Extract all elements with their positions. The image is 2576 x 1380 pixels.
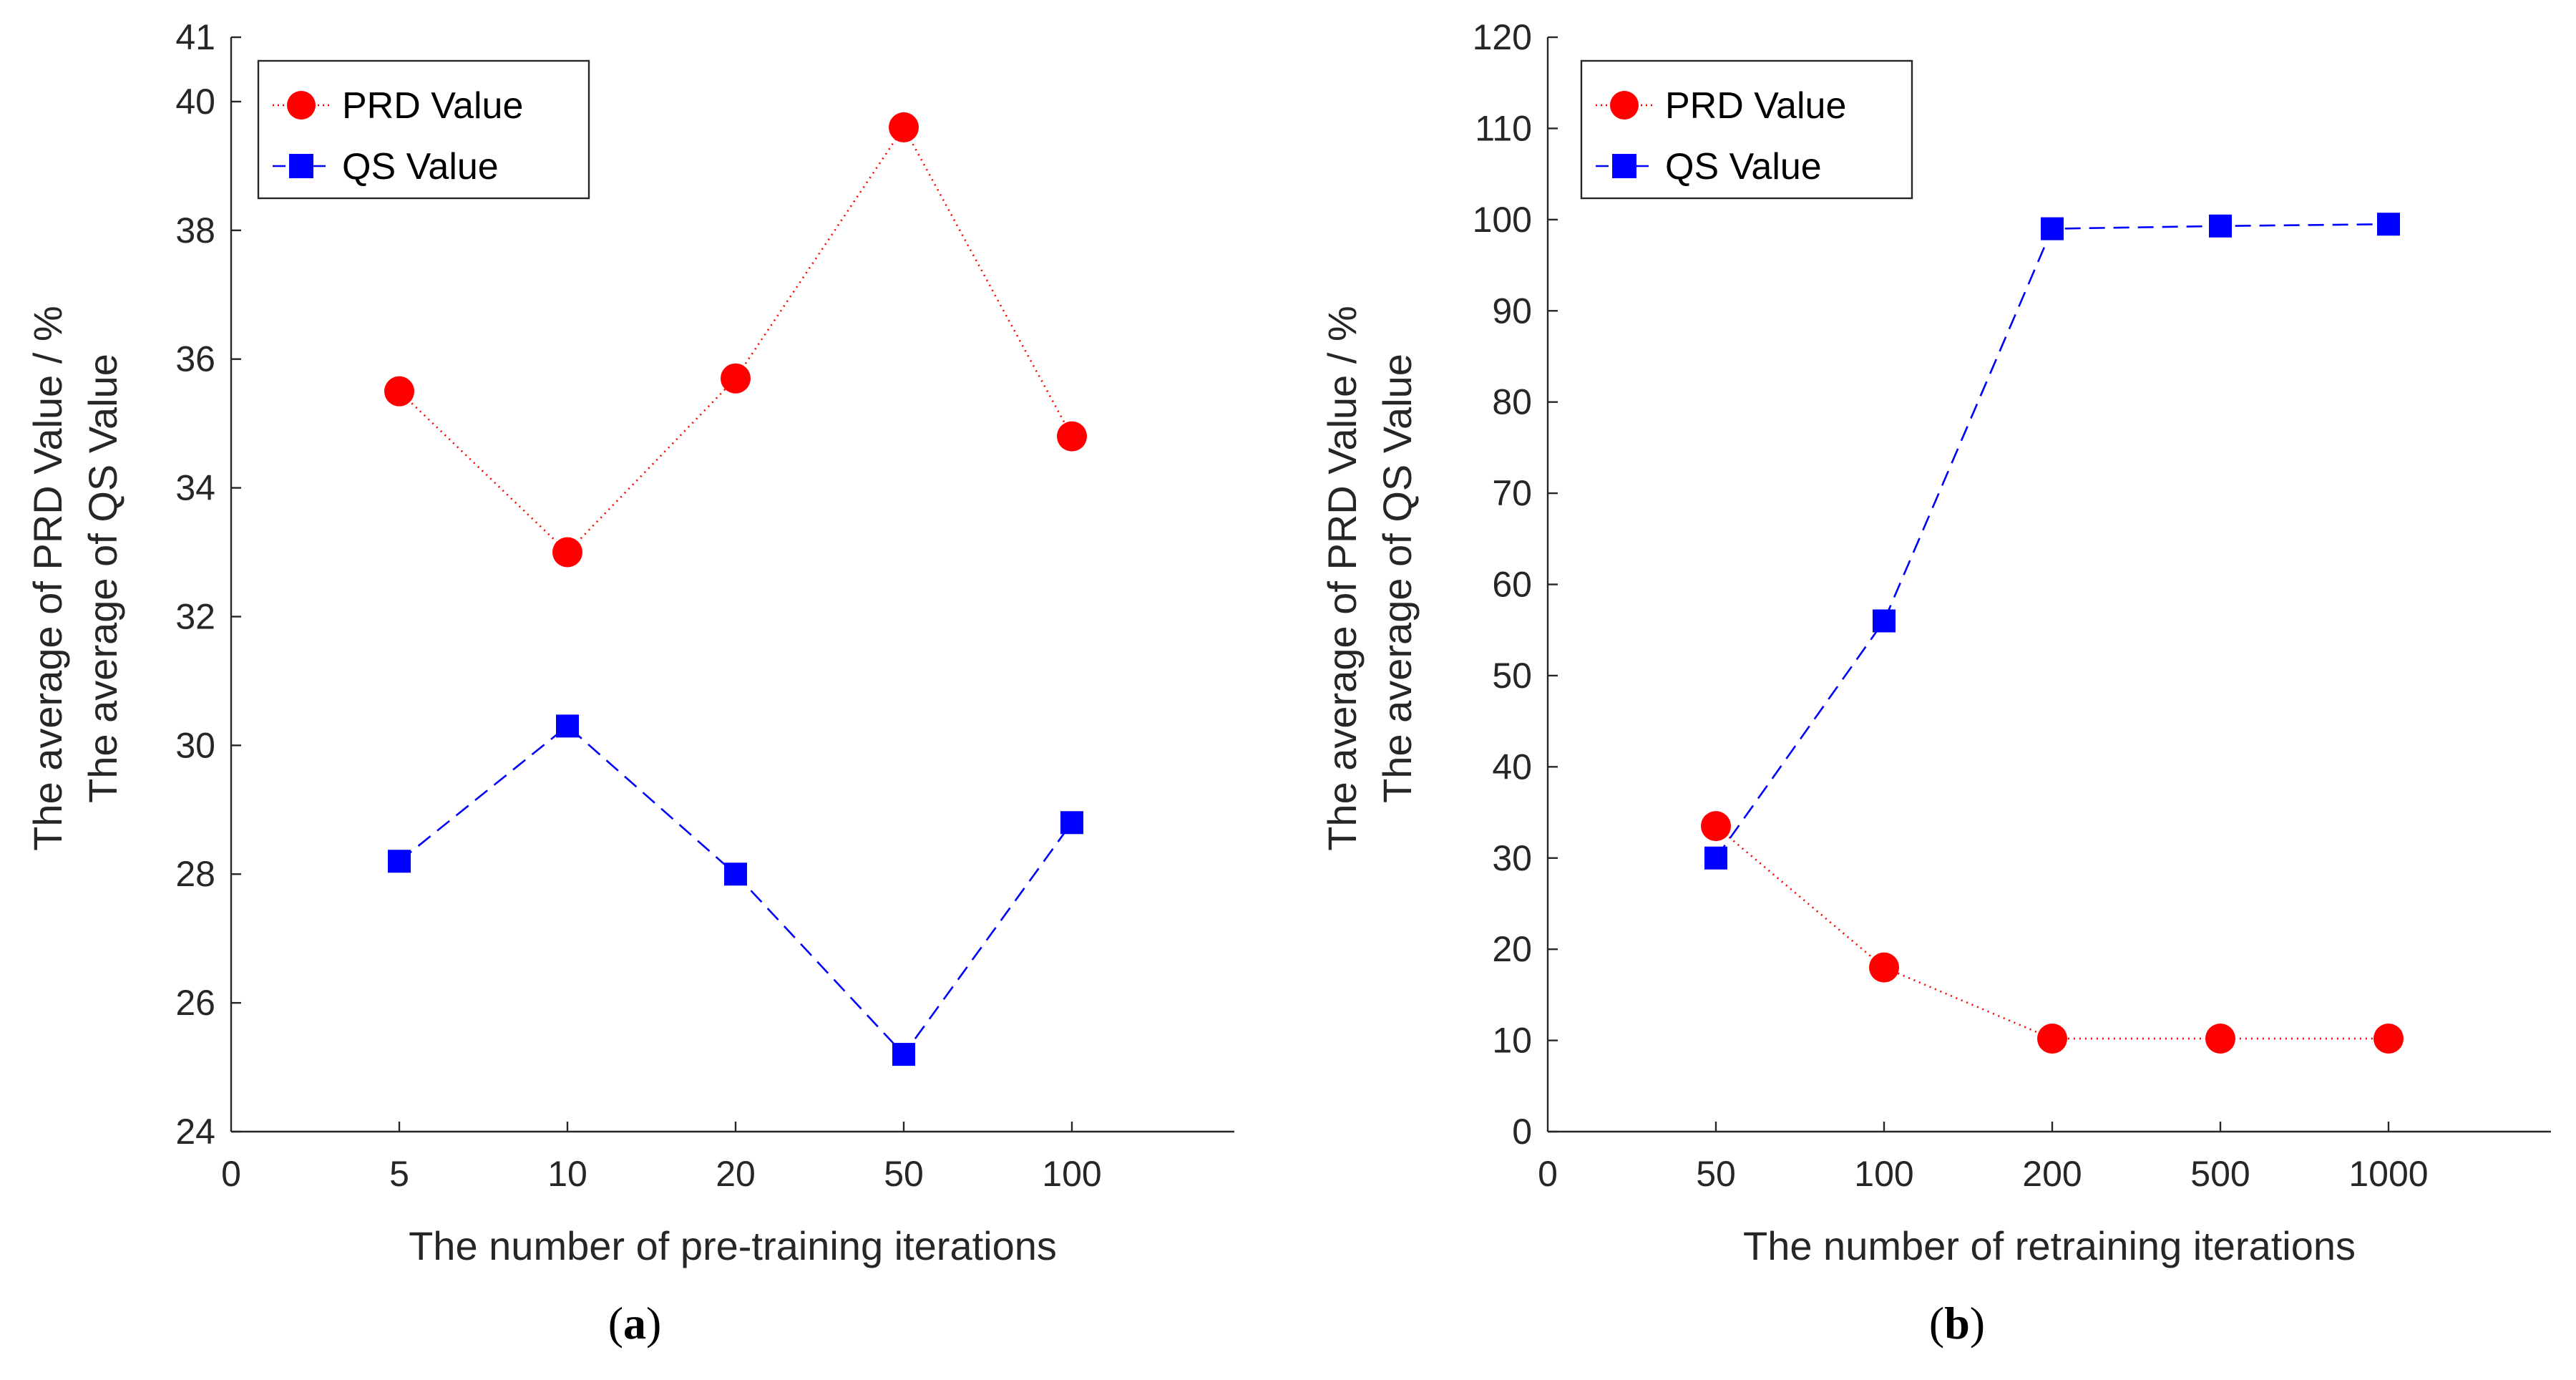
panel-b-qs-point [2377, 213, 2400, 236]
panel-b-legend-prd-marker [1610, 91, 1639, 120]
panel-b-series-lines [1714, 223, 2389, 1040]
panel-b-y-axis-title-qs: The average of QS Value [1375, 354, 1420, 803]
panel-a-qs-point [1060, 811, 1083, 835]
panel-a-prd-point [552, 537, 582, 568]
panel-b-y-axis: 0 10 20 30 40 50 60 70 80 90 100 110 120 [1473, 17, 1558, 1152]
panel-a-series-markers [384, 112, 1087, 1066]
panel-b-series-markers [1701, 213, 2404, 1054]
panel-a-legend-prd-marker [287, 91, 316, 120]
panel-b-x-tick-label: 200 [2022, 1154, 2082, 1194]
panel-b-y-tick-label: 110 [1475, 108, 1532, 148]
panel-a-y-tick-label: 36 [175, 339, 215, 379]
panel-a-x-tick-label: 100 [1042, 1154, 1101, 1194]
panel-a-qs-point [556, 714, 579, 738]
panel-a-prd-line [399, 125, 1073, 554]
panel-b-chart: 0 10 20 30 40 50 60 70 80 90 100 110 120 0 50 100 200 50… [1319, 17, 2551, 1349]
panel-b-y-tick-label: 80 [1492, 382, 1532, 422]
panel-a-x-tick-label: 5 [389, 1154, 409, 1194]
panel-a-y-tick-label: 32 [175, 596, 215, 636]
panel-b-y-tick-label: 50 [1492, 656, 1532, 696]
panel-b-qs-line [1714, 223, 2389, 859]
panel-b-qs-point [2041, 217, 2064, 240]
panel-b-qs-point [1873, 609, 1896, 633]
panel-a-qs-line [399, 724, 1073, 1056]
panel-a-series-lines [399, 125, 1073, 1056]
panel-b-prd-point [2037, 1024, 2067, 1054]
panel-a-y-tick-label: 30 [175, 725, 215, 765]
panel-a-legend: PRD Value QS Value [257, 59, 590, 200]
panel-b-x-axis-title: The number of retraining iterations [1743, 1223, 2356, 1268]
panel-a-prd-point [384, 376, 414, 407]
panel-a-qs-point [388, 850, 411, 873]
panel-b-y-tick-label: 30 [1492, 838, 1532, 878]
panel-b-prd-point [2205, 1024, 2235, 1054]
panel-b-legend: PRD Value QS Value [1580, 59, 1913, 200]
panel-a-y-tick-label: 28 [175, 854, 215, 894]
panel-b-y-tick-label: 70 [1492, 473, 1532, 513]
panel-a-y-tick-label: 40 [175, 82, 215, 122]
panel-b-legend-prd-label: PRD Value [1665, 85, 1846, 127]
panel-a-prd-point [1057, 421, 1087, 452]
panel-b-qs-point [1704, 846, 1727, 870]
panel-a-x-axis-title: The number of pre-training iterations [409, 1223, 1057, 1268]
panel-a-y-tick-label: 24 [175, 1112, 215, 1152]
panel-b-prd-point [2373, 1024, 2404, 1054]
panel-b-legend-qs-marker [1612, 154, 1636, 178]
panel-b-x-tick-label: 1000 [2348, 1154, 2428, 1194]
panel-a-y-tick-label: 26 [175, 983, 215, 1023]
panel-a-y-axis: 24 26 28 30 32 34 36 38 40 41 [175, 17, 241, 1152]
panel-b-y-tick-label: 60 [1492, 565, 1532, 605]
panel-a-y-tick-label: 38 [175, 210, 215, 251]
panel-b-qs-point [2209, 214, 2232, 238]
panel-b-prd-point [1869, 952, 1899, 983]
panel-b-y-tick-label: 100 [1473, 200, 1532, 240]
panel-a-prd-point [721, 363, 751, 394]
panel-b-y-tick-label: 10 [1492, 1021, 1532, 1061]
panel-b-x-tick-label: 500 [2190, 1154, 2250, 1194]
panel-b-y-tick-label: 0 [1512, 1112, 1532, 1152]
panel-a-legend-qs-marker [289, 154, 313, 178]
panel-b-y-tick-label: 120 [1473, 17, 1532, 57]
panel-b-prd-line [1715, 825, 2389, 1040]
panel-a-legend-qs-label: QS Value [342, 146, 499, 188]
panel-a-y-tick-label: 34 [175, 468, 215, 508]
panel-a-legend-prd-label: PRD Value [342, 85, 523, 127]
panel-b-y-tick-label: 90 [1492, 291, 1532, 331]
panel-b-y-axis-title-prd: The average of PRD Value / % [1319, 306, 1365, 851]
panel-a-x-tick-label: 20 [716, 1154, 756, 1194]
panel-b-legend-qs-label: QS Value [1665, 146, 1822, 188]
panel-a-x-tick-label: 50 [884, 1154, 924, 1194]
panel-b-y-tick-label: 40 [1492, 747, 1532, 787]
panel-b-prd-point [1701, 811, 1731, 842]
panel-a-x-tick-label: 10 [547, 1154, 587, 1194]
panel-a-chart: 24 26 28 30 32 34 36 38 40 41 0 5 10 20 50 100 The ave… [25, 17, 1234, 1349]
panel-b-x-origin-label: 0 [1538, 1154, 1558, 1194]
panel-a-label: (a) [608, 1298, 662, 1349]
panel-a-qs-point [724, 862, 747, 886]
panel-a-x-origin-label: 0 [221, 1154, 241, 1194]
panel-a-y-axis-title-prd: The average of PRD Value / % [25, 306, 70, 851]
panel-a-x-axis: 0 5 10 20 50 100 [221, 1122, 1102, 1194]
panel-a-prd-point [889, 112, 919, 142]
panel-b-x-tick-label: 100 [1854, 1154, 1913, 1194]
panel-b-x-axis: 0 50 100 200 500 1000 [1538, 1122, 2429, 1194]
panel-a-y-tick-label: 41 [175, 17, 215, 57]
panel-b-y-tick-label: 20 [1492, 929, 1532, 969]
panel-a-y-axis-title-qs: The average of QS Value [80, 354, 125, 803]
panel-b-x-tick-label: 50 [1696, 1154, 1736, 1194]
panel-b-label: (b) [1929, 1298, 1985, 1349]
panel-a-qs-point [892, 1043, 915, 1066]
